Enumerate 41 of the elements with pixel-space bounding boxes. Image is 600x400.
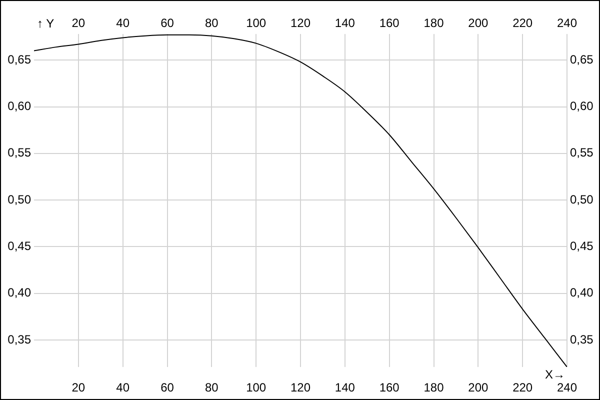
x2-tick-label: 60 — [160, 380, 174, 395]
x2-tick-label: 100 — [246, 380, 266, 395]
x2-tick-label: 180 — [424, 380, 444, 395]
y2-tick-label: 0,55 — [570, 146, 594, 160]
y2-tick-label: 0,35 — [570, 332, 594, 346]
y-axis-title: ↑ Y — [37, 16, 54, 30]
x2-tick-label: 40 — [116, 380, 130, 395]
y-tick-label: 0,55 — [8, 146, 32, 160]
y2-tick-label: 0,60 — [570, 99, 594, 114]
x2-tick-label: 20 — [72, 380, 86, 395]
y-tick-label: 0,35 — [8, 332, 32, 346]
x-tick-label: 160 — [379, 16, 400, 30]
x2-tick-label: 80 — [204, 380, 219, 395]
x-tick-label: 140 — [334, 16, 356, 30]
x-axis-title: X→ — [544, 367, 565, 382]
y-tick-label: 0,40 — [8, 286, 32, 300]
x-tick-label: 180 — [424, 16, 444, 30]
y2-tick-label: 0,40 — [570, 286, 594, 300]
x-tick-label: 100 — [246, 16, 266, 30]
y2-tick-label: 0,45 — [570, 238, 594, 253]
y2-tick-label: 0,50 — [570, 192, 594, 206]
x-tick-label: 60 — [160, 16, 174, 30]
x-tick-label: 220 — [512, 16, 533, 30]
y-tick-label: 0,50 — [8, 192, 32, 206]
x2-tick-label: 200 — [468, 380, 488, 395]
x2-tick-label: 160 — [379, 380, 400, 395]
y-tick-label: 0,65 — [8, 52, 32, 66]
x-tick-label: 40 — [116, 16, 130, 30]
x2-tick-label: 240 — [556, 380, 578, 395]
x-tick-label: 80 — [204, 16, 219, 30]
x-tick-label: 20 — [72, 16, 86, 30]
x2-tick-label: 140 — [334, 380, 356, 395]
x2-tick-label: 220 — [512, 380, 533, 395]
y-tick-label: 0,60 — [8, 99, 32, 114]
line-series — [34, 34, 567, 367]
x-tick-label: 200 — [468, 16, 488, 30]
x2-tick-label: 120 — [290, 380, 311, 395]
x-tick-label: 120 — [290, 16, 311, 30]
y-tick-label: 0,45 — [8, 238, 32, 253]
x-tick-label: 240 — [556, 16, 578, 30]
y2-tick-label: 0,65 — [570, 52, 594, 66]
